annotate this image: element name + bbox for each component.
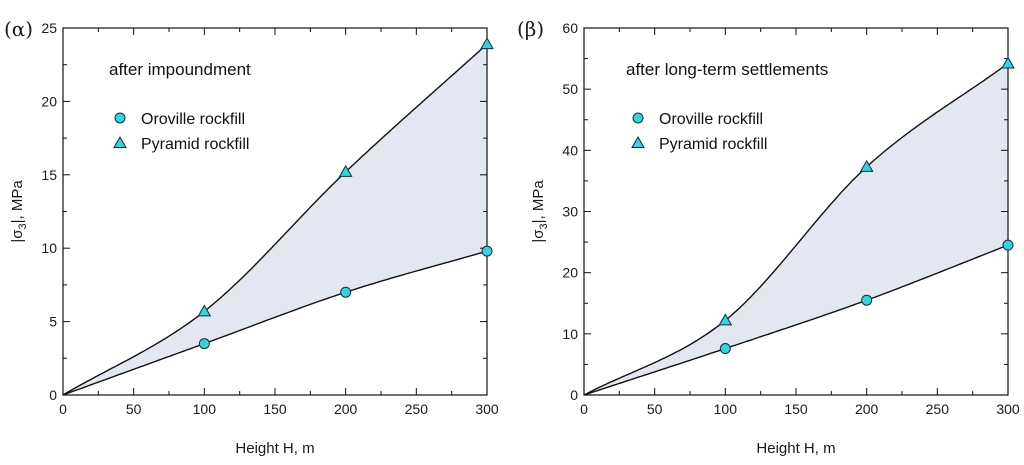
oroville-data-point	[719, 343, 731, 355]
y-tick-label: 0	[49, 387, 57, 403]
y-tick-label: 5	[49, 314, 57, 330]
oroville-data-point	[198, 338, 210, 350]
chart-panel-2: 0 50 100 150 200 250 300 0 10 20 30 40 50 60 Height H,…	[517, 17, 1020, 457]
panel-annotation: after impoundment	[109, 60, 251, 79]
x-tick-label: 100	[714, 401, 738, 417]
oroville-data-point	[861, 294, 873, 306]
x-tick-label: 0	[580, 401, 588, 417]
x-tick-label: 200	[334, 401, 358, 417]
pyramid-data-point	[197, 304, 212, 317]
series-line-pyramid	[583, 62, 1009, 396]
pyramid-data-point	[718, 313, 733, 326]
legend-marker-pyramid	[113, 135, 127, 148]
legend-label: Oroville rockfill	[659, 111, 763, 128]
y-tick-label: 20	[562, 265, 578, 281]
x-tick-label: 150	[263, 401, 287, 417]
pyramid-data-point	[480, 37, 494, 50]
y-tick-label: 25	[41, 20, 57, 36]
panel-label: (α)	[4, 17, 33, 41]
pyramid-data-point	[338, 164, 353, 177]
legend-marker-oroville	[632, 112, 644, 124]
x-tick-label: 50	[647, 401, 663, 417]
y-tick-label: 10	[562, 326, 578, 342]
x-tick-label: 250	[405, 401, 429, 417]
x-tick-label: 150	[784, 401, 808, 417]
y-tick-label: 40	[562, 142, 578, 158]
x-tick-label: 100	[193, 401, 217, 417]
x-tick-label: 250	[926, 401, 950, 417]
pyramid-data-point	[859, 159, 874, 172]
x-tick-label: 0	[59, 401, 67, 417]
x-axis-label: Height H, m	[756, 440, 835, 457]
panel-annotation: after long-term settlements	[626, 60, 828, 79]
shaded-band	[63, 44, 487, 395]
series-line-pyramid	[62, 43, 488, 396]
x-axis-label: Height H, m	[235, 440, 314, 457]
y-tick-label: 50	[562, 81, 578, 97]
shaded-band	[584, 63, 1008, 395]
series-line-oroville	[583, 244, 1009, 396]
y-axis-label: |σ3|, MPa	[9, 180, 29, 243]
oroville-data-point	[1002, 239, 1014, 251]
legend-label: Pyramid rockfill	[659, 136, 767, 153]
y-tick-label: 60	[562, 20, 578, 36]
x-tick-label: 200	[855, 401, 879, 417]
legend-marker-oroville	[114, 112, 126, 124]
oroville-data-point	[340, 286, 352, 298]
panel-label: (β)	[517, 17, 544, 41]
oroville-data-point	[481, 245, 493, 257]
x-tick-label: 300	[996, 401, 1020, 417]
chart-panel-1: 0 50 100 150 200 250 300 0 5 10 15 20 25 Height H, m |…	[4, 17, 499, 457]
x-tick-label: 300	[475, 401, 499, 417]
legend: Oroville rockfill Pyramid rockfill	[631, 111, 767, 153]
y-tick-label: 0	[570, 387, 578, 403]
pyramid-data-point	[1001, 56, 1015, 69]
y-tick-label: 20	[41, 93, 57, 109]
y-tick-label: 30	[562, 204, 578, 220]
y-axis-label: |σ3|, MPa	[530, 180, 550, 243]
legend: Oroville rockfill Pyramid rockfill	[113, 111, 249, 153]
y-tick-label: 10	[41, 240, 57, 256]
x-tick-label: 50	[126, 401, 142, 417]
legend-label: Pyramid rockfill	[141, 136, 249, 153]
series-line-oroville	[62, 250, 488, 396]
y-tick-label: 15	[41, 167, 57, 183]
legend-marker-pyramid	[631, 135, 645, 148]
legend-label: Oroville rockfill	[141, 111, 245, 128]
